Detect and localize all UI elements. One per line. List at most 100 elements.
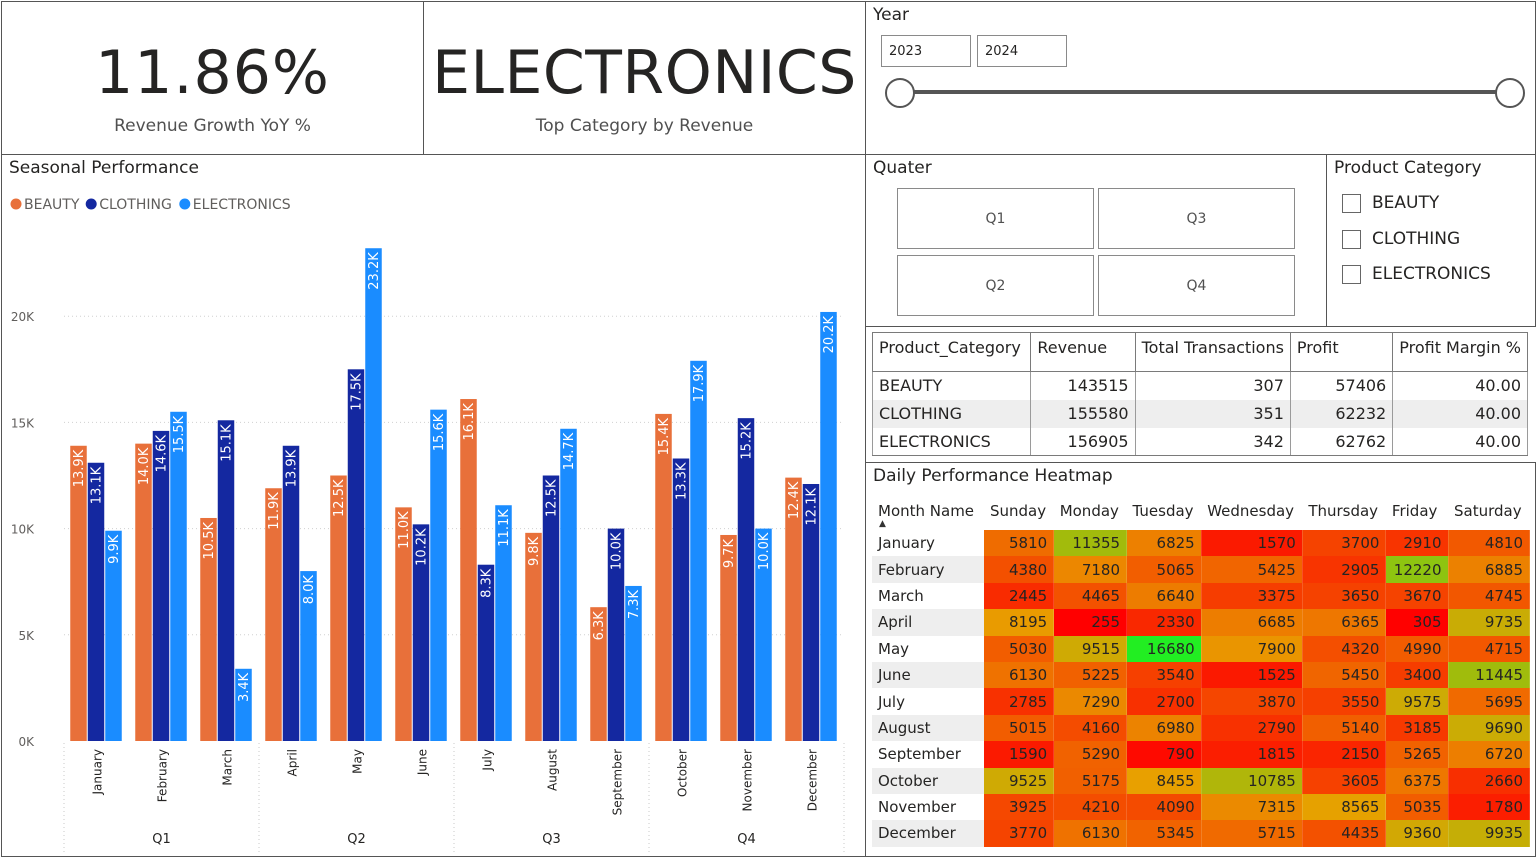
heatmap-row: April 8195 255 2330 6685 6365 305 9735 [872,609,1531,636]
heatmap-cell: 2910 [1385,530,1449,557]
bar [330,475,347,741]
bar [300,571,317,741]
quarter-tile-q2[interactable]: Q2 [897,255,1094,316]
y-tick-label: 0K [18,735,35,749]
bar [625,585,642,741]
year-start-input[interactable]: 2023 [881,35,971,67]
quarter-tile-q3[interactable]: Q3 [1098,188,1295,249]
heatmap-cell: 9735 [1448,609,1531,636]
checkbox-icon[interactable] [1342,264,1361,284]
heatmap-month-label: December [872,820,984,847]
bar-data-label: 20.2K [822,315,837,353]
heatmap-cell: 7900 [1201,635,1303,662]
column-header[interactable]: Profit [1289,332,1394,372]
heatmap-body: January 5810 11355 6825 1570 3700 2910 4810 Febr… [872,530,1531,847]
legend-marker [10,198,22,210]
heatmap-month-label: March [878,586,924,605]
quarter-tile-q1[interactable]: Q1 [897,188,1094,249]
bar-data-label: 10.0K [610,532,625,570]
bar [755,528,772,741]
heatmap-cell: 7180 [1053,556,1128,583]
quarter-slicer-title: Quater [873,158,932,178]
table-cell: 143515 [1030,371,1136,400]
heatmap-row: June 6130 5225 3540 1525 5450 3400 11445 [872,661,1531,689]
bar-data-label: 9.9K [107,534,122,564]
column-header[interactable]: Wednesday [1207,502,1295,520]
column-header[interactable]: Tuesday [1132,502,1194,520]
column-header[interactable]: Sunday [990,502,1047,520]
year-slider-end-handle[interactable] [1495,78,1525,108]
heatmap-cell: 3670 [1385,582,1449,610]
table-cell: CLOTHING [871,399,1032,428]
heatmap-cell: 5175 [1053,767,1128,794]
x-tick-label: February [156,749,170,802]
bar-data-label: 9.8K [527,536,542,566]
column-header[interactable]: Total Transactions [1134,332,1291,372]
x-tick-label: July [481,749,495,772]
column-header[interactable]: Profit Margin % [1392,332,1528,372]
heatmap-row: October 9525 5175 8455 10785 3605 6375 2660 [872,767,1531,794]
heatmap-month-label: October [872,767,984,794]
bar-data-label: 6.3K [592,611,607,641]
heatmap-cell: 2700 [1126,688,1202,715]
bar [460,399,477,741]
table-cell: 40.00 [1392,399,1528,428]
bar [412,524,430,741]
table-cell: 342 [1134,427,1291,456]
year-end-input[interactable]: 2024 [977,35,1067,67]
bar [737,418,755,741]
sort-ascending-icon[interactable]: ▲ [879,519,886,529]
bar-data-label: 13.9K [285,449,300,487]
bar [525,532,542,741]
column-header[interactable]: Thursday [1308,502,1379,520]
heatmap-cell: 5035 [1385,793,1449,821]
heatmap-cell: 4435 [1302,820,1387,847]
column-header-label: Month Name [878,502,975,520]
seasonal-performance-chart: Seasonal Performance BEAUTY CLOTHING ELECT… [1,154,866,857]
bar-data-label: 11.1K [497,509,512,547]
column-header[interactable]: Monday [1059,502,1119,520]
table-cell: 40.00 [1392,371,1528,400]
heatmap-cell: 4320 [1302,635,1387,662]
category-option-beauty[interactable]: BEAUTY [1342,191,1439,215]
bar-data-label: 10.0K [757,532,772,570]
bar-data-label: 14.7K [562,432,577,470]
x-tick-label: October [676,749,690,797]
bar [477,564,495,741]
x-tick-label: January [91,749,105,796]
year-slider-track[interactable] [901,90,1511,94]
heatmap-cell: 2790 [1201,714,1303,742]
column-header[interactable]: Saturday [1454,502,1522,520]
category-summary-table: Product_Category Revenue Total Transacti… [871,332,1528,456]
column-header[interactable]: Friday [1391,502,1438,520]
heatmap-cell: 8195 [984,609,1055,636]
checkbox-icon[interactable] [1342,193,1361,213]
heatmap-month-label: April [872,609,984,636]
heatmap-cell: 255 [1053,609,1128,636]
column-header[interactable]: Product_Category [871,332,1032,372]
heatmap-cell: 3925 [984,793,1055,821]
bar [430,409,447,741]
heatmap-row: September 1590 5290 790 1815 2150 5265 6720 [872,741,1531,768]
year-slider-start-handle[interactable] [885,78,915,108]
quarter-tile-q4[interactable]: Q4 [1098,255,1295,316]
heatmap-cell: 4380 [984,556,1055,583]
category-option-electronics[interactable]: ELECTRONICS [1342,262,1491,286]
heatmap-cell: 3770 [984,820,1055,847]
heatmap-cell: 5290 [1053,741,1128,768]
kpi-card-top-category: ELECTRONICS Top Category by Revenue [423,1,866,155]
category-option-clothing[interactable]: CLOTHING [1342,227,1460,251]
bar [590,607,607,741]
x-tick-label: November [741,749,755,811]
heatmap-cell: 5425 [1201,556,1303,583]
heatmap-month-label: July [878,692,905,711]
legend-marker [85,198,97,210]
bar-data-label: 15.5K [172,415,187,453]
heatmap-cell: 3650 [1302,582,1387,610]
checkbox-icon[interactable] [1342,229,1361,249]
column-header[interactable]: Revenue [1030,332,1136,372]
column-header[interactable]: Month Name ▲ [872,492,984,530]
table-cell: 57406 [1289,371,1394,400]
heatmap-cell: 5225 [1053,661,1128,689]
heatmap-cell: 9690 [1448,714,1531,742]
